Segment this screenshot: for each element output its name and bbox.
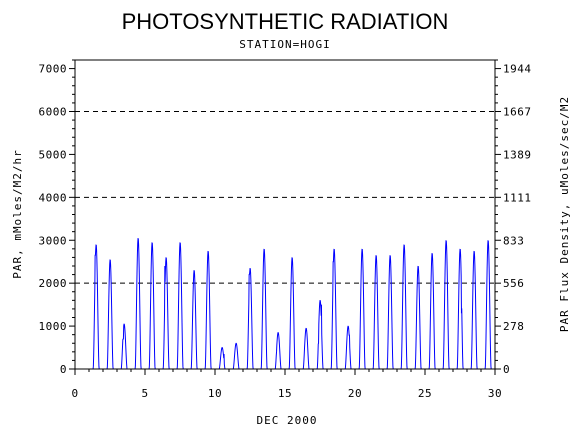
chart-title: PHOTOSYNTHETIC RADIATION bbox=[122, 9, 449, 34]
y-axis-label: PAR, mMoles/M2/hr bbox=[11, 149, 24, 279]
y-tick-label: 2000 bbox=[39, 277, 68, 290]
y2-axis-label: PAR Flux Density, uMoles/sec/M2 bbox=[558, 96, 570, 332]
x-tick-label: 10 bbox=[208, 387, 222, 400]
y-tick-label: 7000 bbox=[39, 63, 68, 76]
x-tick-label: 15 bbox=[278, 387, 292, 400]
x-tick-label: 25 bbox=[418, 387, 432, 400]
y-tick-label: 1000 bbox=[39, 320, 68, 333]
x-tick-label: 0 bbox=[71, 387, 78, 400]
y-tick-label: 5000 bbox=[39, 148, 68, 161]
y2-tick-label: 1667 bbox=[503, 106, 532, 119]
y2-tick-label: 278 bbox=[503, 320, 524, 333]
gridlines bbox=[75, 111, 495, 284]
par-line bbox=[89, 238, 494, 370]
x-tick-label: 5 bbox=[141, 387, 148, 400]
y2-tick-label: 1111 bbox=[503, 191, 532, 204]
y2-tick-label: 833 bbox=[503, 234, 524, 247]
y2-tick-label: 1944 bbox=[503, 63, 532, 76]
y-tick-label: 4000 bbox=[39, 191, 68, 204]
plot-frame bbox=[74, 59, 496, 370]
y2-tick-label: 1389 bbox=[503, 148, 532, 161]
y-tick-label: 3000 bbox=[39, 234, 68, 247]
x-tick-label: 20 bbox=[348, 387, 362, 400]
x-tick-label: 30 bbox=[488, 387, 502, 400]
y2-tick-label: 556 bbox=[503, 277, 524, 290]
par-series bbox=[89, 238, 494, 370]
y-tick-label: 0 bbox=[60, 363, 67, 376]
x-axis-label: DEC 2000 bbox=[257, 414, 318, 427]
chart-subtitle: STATION=HOGI bbox=[239, 38, 330, 51]
y-tick-label: 6000 bbox=[39, 106, 68, 119]
y2-tick-label: 0 bbox=[503, 363, 510, 376]
